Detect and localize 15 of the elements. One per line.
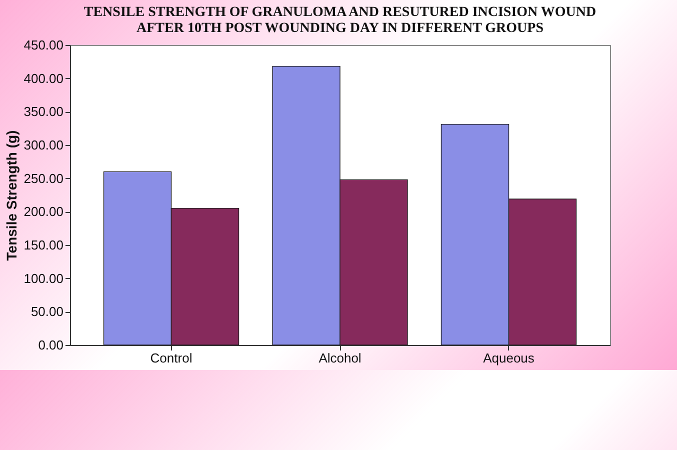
x-tick-label: Alcohol: [318, 350, 362, 366]
y-tick-label: 100.00: [24, 270, 64, 286]
y-tick-label: 300.00: [24, 138, 64, 152]
y-tick-label: 250.00: [24, 170, 64, 186]
y-tick-label: 150.00: [24, 238, 64, 252]
y-tick-label: 0.00: [38, 338, 64, 352]
y-tick-label: 350.00: [24, 104, 64, 120]
y-tick-label: 200.00: [24, 204, 64, 220]
chart-title: TENSILE STRENGTH OF GRANULOMA AND RESUTURED INCISION WOUND AFTER 10TH POST WOUNDING DAY IN DIFFERENT GROUPS: [84, 5, 596, 36]
y-tick-label: 50.00: [30, 304, 64, 320]
y-tick-label: 450.00: [24, 38, 64, 52]
y-axis-title: Tensile Strength (g): [4, 130, 20, 261]
x-tick-label: Control: [150, 350, 192, 366]
x-tick-label: Aqueous: [483, 350, 535, 366]
y-tick-label: 400.00: [24, 70, 64, 86]
